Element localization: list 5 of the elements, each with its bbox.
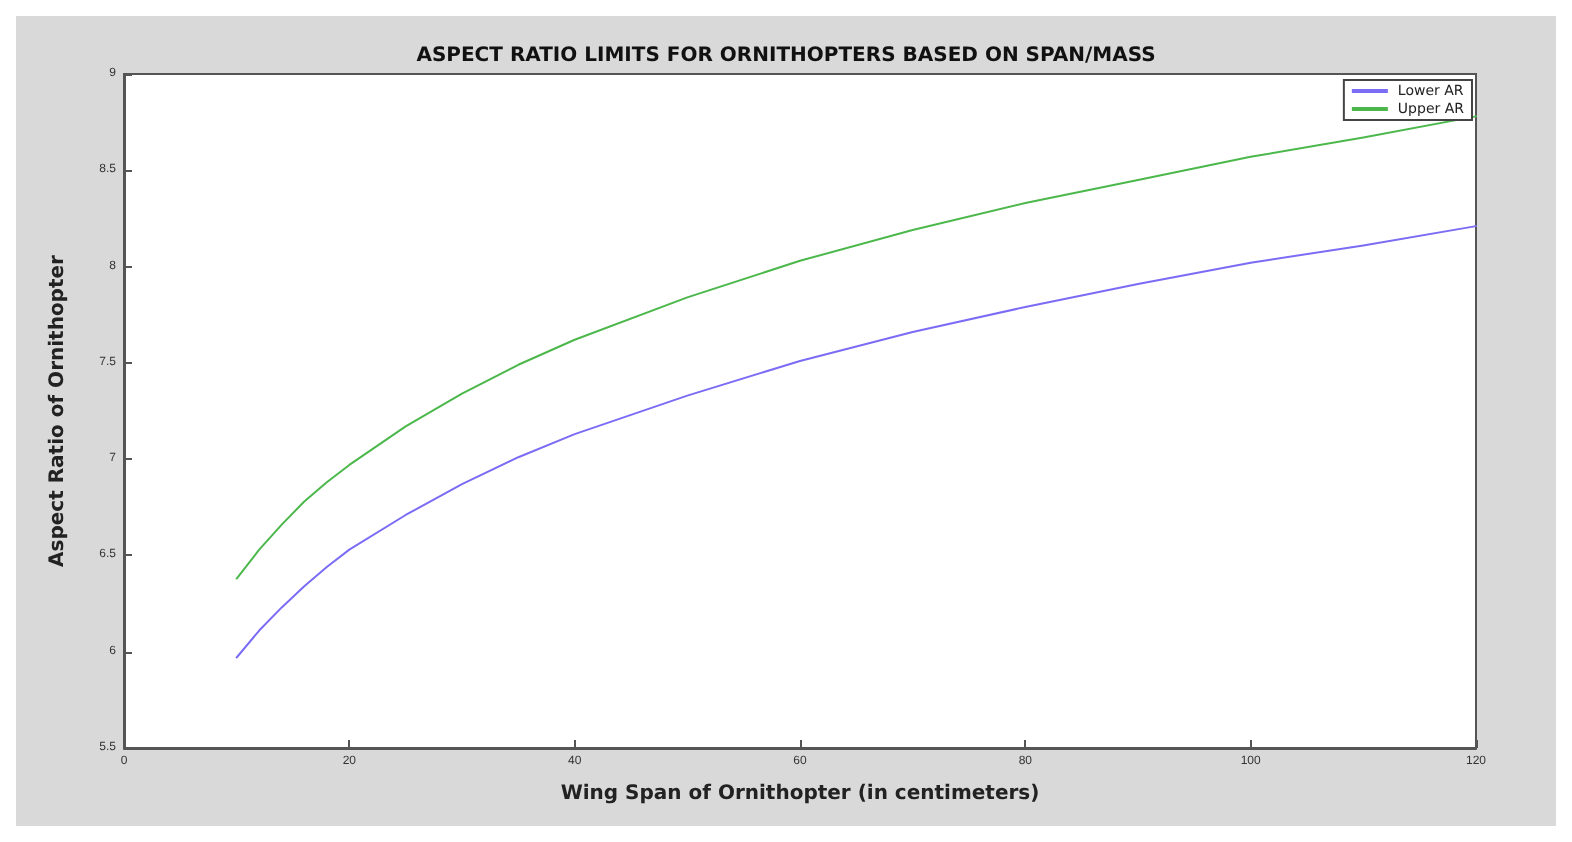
chart-title: ASPECT RATIO LIMITS FOR ORNITHOPTERS BASED ON SPAN/MASS [416,45,1156,67]
x-axis-title: Wing Span of Ornithopter (in centimeters) [560,783,1040,805]
line-series [235,225,1477,659]
line-series [235,115,1477,580]
y-axis-title: Aspect Ratio of Ornithopter [47,254,69,567]
